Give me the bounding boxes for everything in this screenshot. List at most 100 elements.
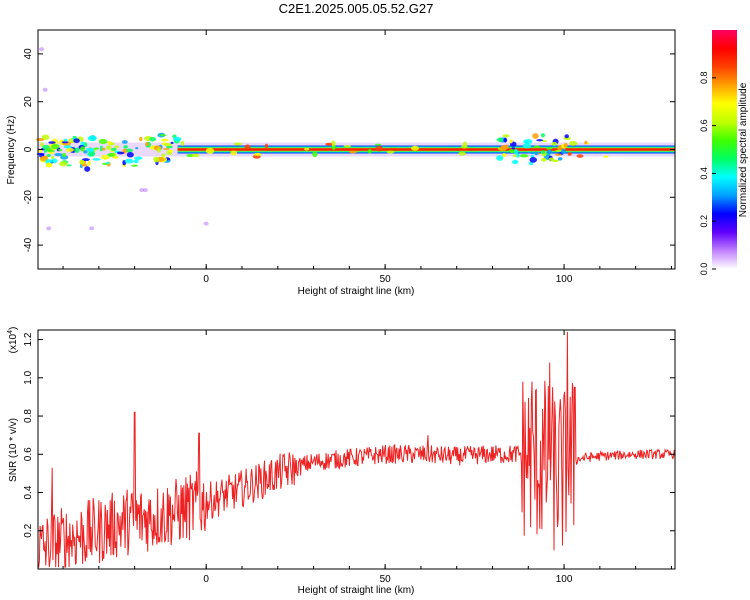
heatmap-cell xyxy=(567,152,572,156)
heatmap-cell xyxy=(511,147,515,150)
svg-text:(x104): (x104) xyxy=(7,327,19,354)
heatmap-cell xyxy=(563,142,568,148)
heatmap-cell xyxy=(83,150,88,154)
heatmap-cell xyxy=(35,137,45,142)
heatmap-cell xyxy=(564,134,569,139)
heatmap-cell xyxy=(253,152,262,156)
heatmap-cell xyxy=(170,141,174,144)
y-tick-label: 0.4 xyxy=(23,485,34,499)
y-tick-label: -20 xyxy=(23,190,34,205)
heatmap-cell xyxy=(161,153,166,157)
snr-x-label: Height of straight line (km) xyxy=(298,585,415,596)
heatmap-cell xyxy=(65,147,74,152)
heatmap-cell xyxy=(79,159,85,165)
heatmap-cell xyxy=(48,141,56,144)
heatmap-cell xyxy=(139,136,143,142)
heatmap-outlier xyxy=(42,87,48,92)
heatmap-cell xyxy=(514,149,519,155)
heatmap-cell xyxy=(551,141,558,146)
heatmap-cell xyxy=(555,149,562,152)
heatmap-cell xyxy=(107,152,116,157)
heatmap-cell xyxy=(367,149,372,154)
heatmap-outlier xyxy=(139,188,145,193)
heatmap-cell xyxy=(542,140,548,143)
heatmap-cell xyxy=(131,164,139,167)
heatmap-cell xyxy=(106,161,110,165)
heatmap-cell xyxy=(172,136,182,142)
heatmap-cell xyxy=(89,148,94,153)
heatmap-cell xyxy=(125,148,133,153)
heatmap-cell xyxy=(264,143,269,149)
heatmap-cell xyxy=(87,135,97,142)
heatmap-cell xyxy=(503,137,508,143)
colorbar-label: Normalized spectral amplitude xyxy=(738,82,749,217)
heatmap-cell xyxy=(165,145,173,149)
heatmap-cell xyxy=(160,138,169,142)
heatmap-cell xyxy=(44,155,48,159)
heatmap-cell xyxy=(168,149,174,153)
heatmap-cell xyxy=(509,139,513,144)
x-tick-label: 50 xyxy=(380,274,392,285)
heatmap-outlier xyxy=(39,47,45,52)
heatmap-cell xyxy=(116,151,125,155)
heatmap-cell xyxy=(134,156,143,160)
heatmap-outlier xyxy=(142,188,148,193)
heatmap-cell xyxy=(92,158,101,161)
heatmap-cell xyxy=(99,145,103,152)
heatmap-cell xyxy=(149,136,157,142)
heatmap-cell xyxy=(205,147,215,154)
heatmap-cell xyxy=(102,147,106,151)
heatmap-cell xyxy=(519,154,529,158)
heatmap-cell xyxy=(81,163,88,167)
heatmap-cell xyxy=(135,147,139,150)
heatmap-outlier xyxy=(89,226,95,231)
heatmap-cell xyxy=(557,157,563,161)
heatmap-cell xyxy=(540,133,546,138)
heatmap-cell xyxy=(496,137,504,142)
colorbar-gradient xyxy=(712,30,737,269)
heatmap-cell xyxy=(546,149,553,155)
heatmap-cell xyxy=(541,150,546,155)
colorbar-tick-label: 0.4 xyxy=(699,167,709,180)
heatmap-cell xyxy=(159,134,167,137)
heatmap-cell xyxy=(191,153,200,158)
heatmap-cell xyxy=(524,139,533,145)
heatmap-cell xyxy=(58,148,63,152)
y-tick-label: 0.8 xyxy=(23,409,34,423)
heatmap-cell xyxy=(230,150,238,156)
heatmap-cell xyxy=(554,153,562,156)
heatmap-cell xyxy=(51,143,60,150)
y-tick-label: 0.6 xyxy=(23,447,34,461)
heatmap-cell xyxy=(121,140,128,144)
heatmap-cell xyxy=(522,143,532,149)
heatmap-cell xyxy=(458,151,467,156)
y-tick-label: 0.2 xyxy=(23,523,34,537)
heatmap-cell xyxy=(133,159,139,164)
snr-series-line xyxy=(38,331,676,568)
heatmap-cell xyxy=(163,147,170,150)
snr-scale-exponent: 4 xyxy=(7,330,14,334)
heatmap-cell xyxy=(511,159,519,165)
y-tick-label: 20 xyxy=(23,96,34,108)
heatmap-cell xyxy=(529,157,538,163)
heatmap-cell xyxy=(47,151,55,154)
heatmap-cell xyxy=(84,166,91,172)
heatmap-cell xyxy=(80,146,86,152)
heatmap-cell xyxy=(536,139,544,142)
spectrogram-x-label: Height of straight line (km) xyxy=(298,286,415,297)
heatmap-cell xyxy=(126,151,134,158)
heatmap-cell xyxy=(496,155,504,161)
spectrogram-y-label: Frequency (Hz) xyxy=(6,116,17,185)
heatmap-cell xyxy=(548,157,555,161)
heatmap-cell xyxy=(100,154,110,160)
heatmap-cell xyxy=(516,153,520,158)
heatmap-cell xyxy=(60,155,69,160)
y-tick-label: 0 xyxy=(23,146,34,152)
snr-scale-label: (x10 xyxy=(8,333,19,353)
y-tick-label: 1.2 xyxy=(23,332,34,346)
heatmap-cell xyxy=(180,140,185,147)
heatmap-cell xyxy=(157,147,161,153)
heatmap-cell xyxy=(343,145,352,148)
heatmap-cell xyxy=(348,150,358,154)
